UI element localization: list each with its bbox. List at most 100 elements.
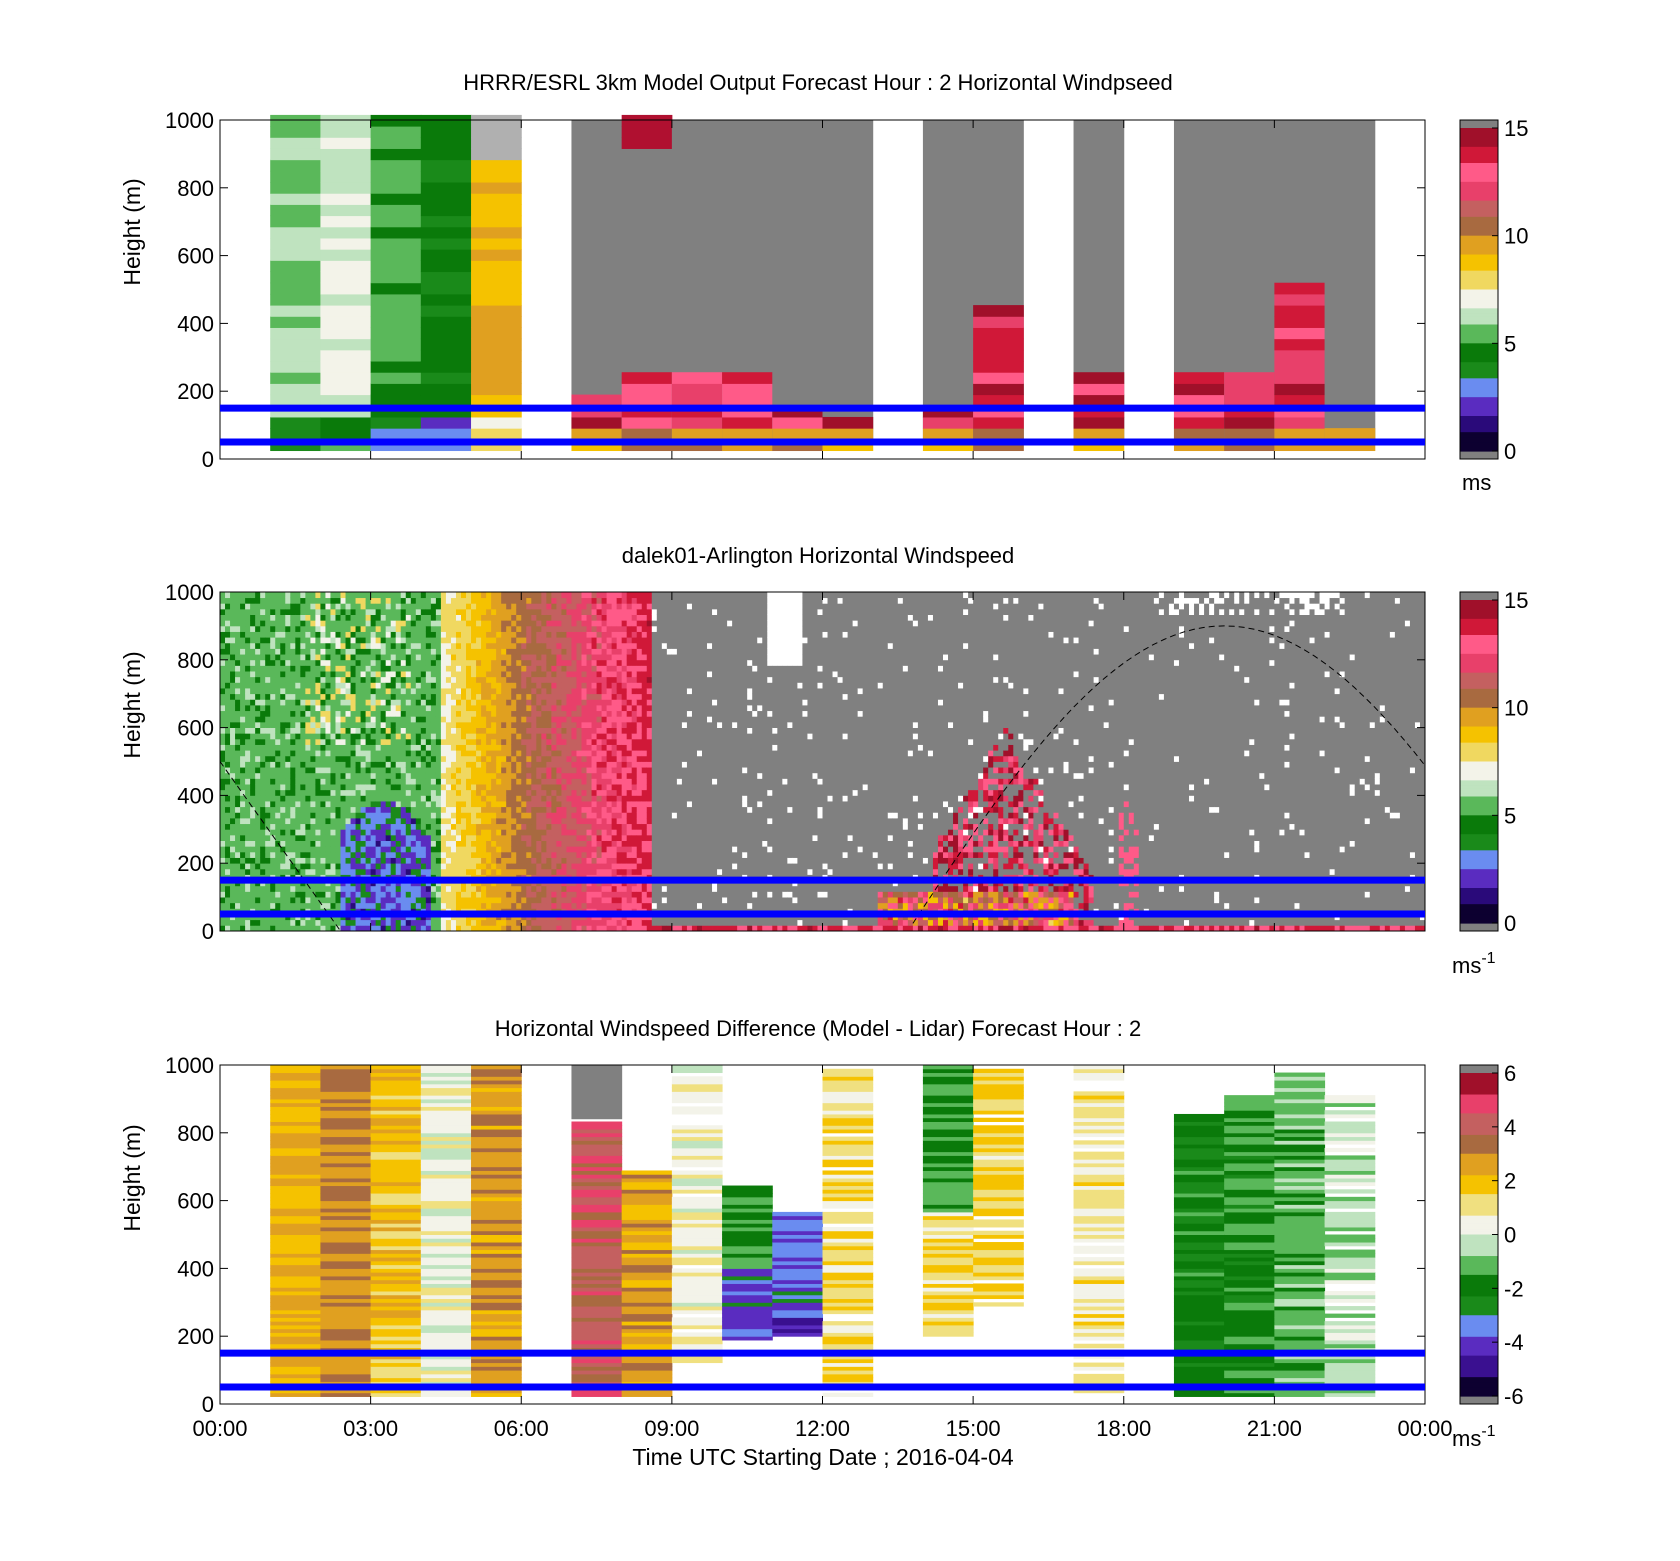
lidar-cell (566, 676, 572, 683)
lidar-cell (300, 637, 306, 644)
lidar-cell (536, 716, 542, 723)
lidar-cell (471, 806, 477, 813)
y-tick-label: 1000 (165, 108, 214, 133)
lidar-cell (300, 716, 306, 723)
lidar-cell (405, 885, 412, 892)
lidar-cell (435, 897, 442, 904)
lidar-cell (260, 744, 266, 751)
lidar-cell (245, 812, 251, 819)
lidar-cell (546, 801, 552, 808)
lidar-cell (596, 688, 602, 695)
lidar-cell (320, 733, 326, 740)
lidar-cell (300, 625, 306, 632)
lidar-cell (350, 891, 356, 898)
lidar-cell (340, 846, 346, 853)
lidar-cell (415, 738, 422, 745)
lidar-cell (310, 818, 316, 825)
lidar-cell (280, 620, 286, 627)
lidar-cell (501, 659, 507, 666)
lidar-cell (315, 705, 321, 712)
lidar-cell (395, 682, 402, 689)
lidar-cell (355, 897, 361, 904)
lidar-cell (466, 744, 472, 751)
lidar-cell (335, 744, 341, 751)
lidar-cell (450, 665, 457, 672)
lidar-cell (521, 620, 527, 627)
lidar-cell (471, 710, 477, 717)
lidar-cell (516, 919, 522, 926)
lidar-cell (566, 834, 572, 841)
lidar-cell (531, 608, 537, 615)
lidar-cell (506, 592, 512, 599)
lidar-cell (375, 795, 382, 802)
colorbar-tick-label: 10 (1504, 224, 1528, 249)
lidar-cell (390, 789, 397, 796)
lidar-cell (335, 699, 341, 706)
lidar-cell (235, 846, 241, 853)
lidar-cell (445, 597, 452, 604)
lidar-cell (220, 733, 226, 740)
lidar-cell (455, 676, 462, 683)
lidar-cell (275, 891, 281, 898)
lidar-cell (440, 750, 447, 757)
model-cell (420, 215, 472, 228)
lidar-cell (235, 733, 241, 740)
lidar-cell (586, 846, 592, 853)
lidar-cell (516, 772, 522, 779)
lidar-cell (455, 710, 462, 717)
lidar-cell (471, 772, 477, 779)
lidar-cell (410, 767, 417, 774)
lidar-cell (576, 863, 582, 870)
lidar-cell (425, 772, 432, 779)
lidar-cell (265, 789, 271, 796)
lidar-cell (295, 919, 301, 926)
lidar-cell (315, 671, 321, 678)
lidar-cell (516, 806, 522, 813)
lidar-cell (541, 659, 547, 666)
lidar-cell (571, 648, 577, 655)
lidar-cell (345, 648, 351, 655)
lidar-cell (471, 738, 477, 745)
lidar-cell (445, 688, 452, 695)
lidar-cell (280, 592, 286, 599)
lidar-cell (466, 806, 472, 813)
lidar-cell (240, 682, 246, 689)
lidar-cell (420, 834, 427, 841)
lidar-cell (521, 891, 527, 898)
lidar-cell (305, 682, 311, 689)
lidar-cell (571, 738, 577, 745)
lidar-cell (375, 755, 382, 762)
lidar-cell (576, 733, 582, 740)
lidar-cell (350, 671, 356, 678)
lidar-cell (245, 671, 251, 678)
lidar-cell (546, 829, 552, 836)
lidar-cell (440, 733, 447, 740)
lidar-cell (230, 863, 236, 870)
lidar-cell (400, 699, 407, 706)
lidar-cell (476, 919, 482, 926)
lidar-cell (225, 637, 231, 644)
lidar-cell (435, 750, 442, 757)
model-cell (471, 204, 522, 217)
lidar-cell (365, 625, 372, 632)
lidar-cell (365, 603, 372, 610)
lidar-cell (546, 772, 552, 779)
lidar-cell (546, 789, 552, 796)
lidar-cell (445, 818, 452, 825)
model-cell (471, 260, 522, 273)
lidar-cell (571, 840, 577, 847)
lidar-cell (425, 637, 432, 644)
lidar-cell (295, 597, 301, 604)
lidar-cell (450, 721, 457, 728)
lidar-cell (410, 761, 417, 768)
colorbar-step (1460, 184, 1498, 188)
lidar-cell (471, 716, 477, 723)
colorbar-step (1460, 381, 1498, 385)
lidar-cell (380, 654, 387, 661)
lidar-cell (586, 614, 592, 621)
lidar-cell (466, 625, 472, 632)
lidar-cell (420, 829, 427, 836)
lidar-cell (305, 801, 311, 808)
lidar-cell (546, 682, 552, 689)
lidar-cell (285, 733, 291, 740)
